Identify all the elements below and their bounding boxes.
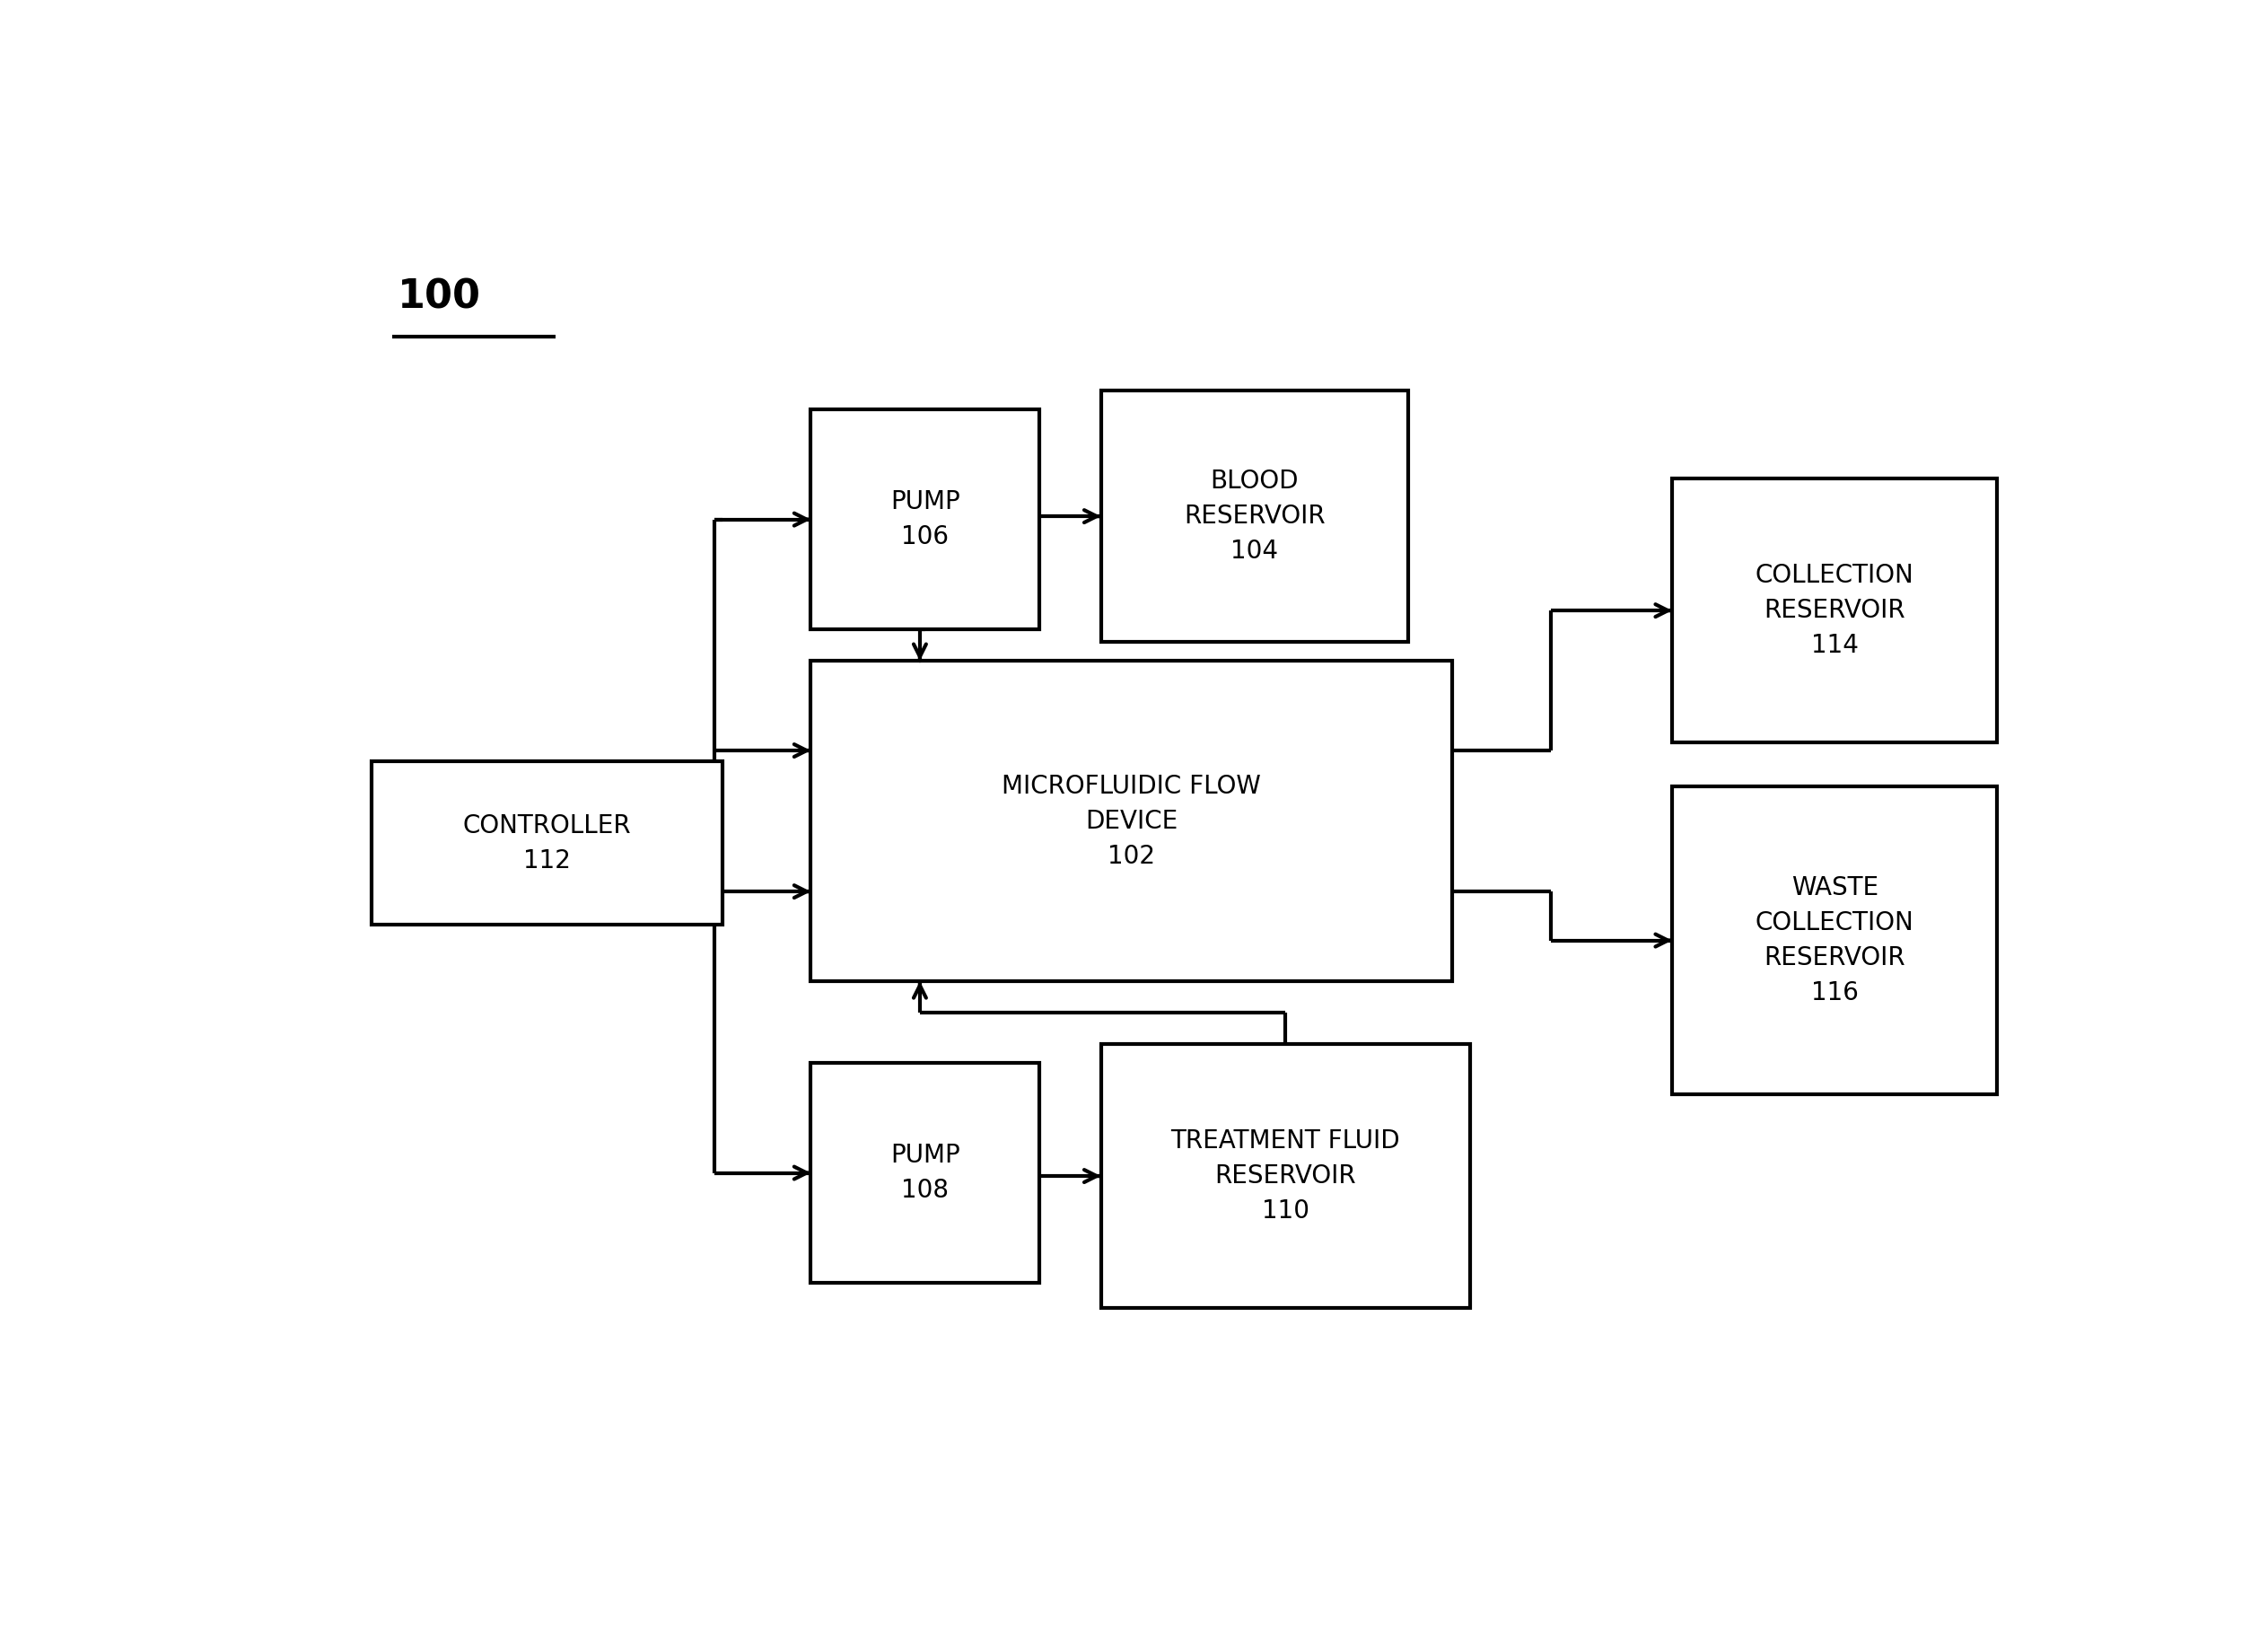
- Text: WASTE
COLLECTION
RESERVOIR
116: WASTE COLLECTION RESERVOIR 116: [1755, 875, 1914, 1005]
- FancyBboxPatch shape: [812, 410, 1039, 630]
- Text: TREATMENT FLUID
RESERVOIR
110: TREATMENT FLUID RESERVOIR 110: [1170, 1128, 1399, 1224]
- Text: CONTROLLER
112: CONTROLLER 112: [463, 813, 631, 873]
- FancyBboxPatch shape: [1100, 1044, 1470, 1307]
- Text: PUMP
108: PUMP 108: [889, 1142, 959, 1203]
- Text: 100: 100: [397, 277, 481, 317]
- FancyBboxPatch shape: [1672, 787, 1998, 1095]
- Text: PUMP
106: PUMP 106: [889, 490, 959, 550]
- Text: MICROFLUIDIC FLOW
DEVICE
102: MICROFLUIDIC FLOW DEVICE 102: [1002, 774, 1261, 868]
- FancyBboxPatch shape: [1672, 478, 1998, 743]
- FancyBboxPatch shape: [1100, 390, 1408, 641]
- FancyBboxPatch shape: [812, 1062, 1039, 1283]
- FancyBboxPatch shape: [372, 761, 723, 925]
- Text: COLLECTION
RESERVOIR
114: COLLECTION RESERVOIR 114: [1755, 563, 1914, 658]
- FancyBboxPatch shape: [812, 661, 1452, 981]
- Text: BLOOD
RESERVOIR
104: BLOOD RESERVOIR 104: [1184, 468, 1325, 565]
